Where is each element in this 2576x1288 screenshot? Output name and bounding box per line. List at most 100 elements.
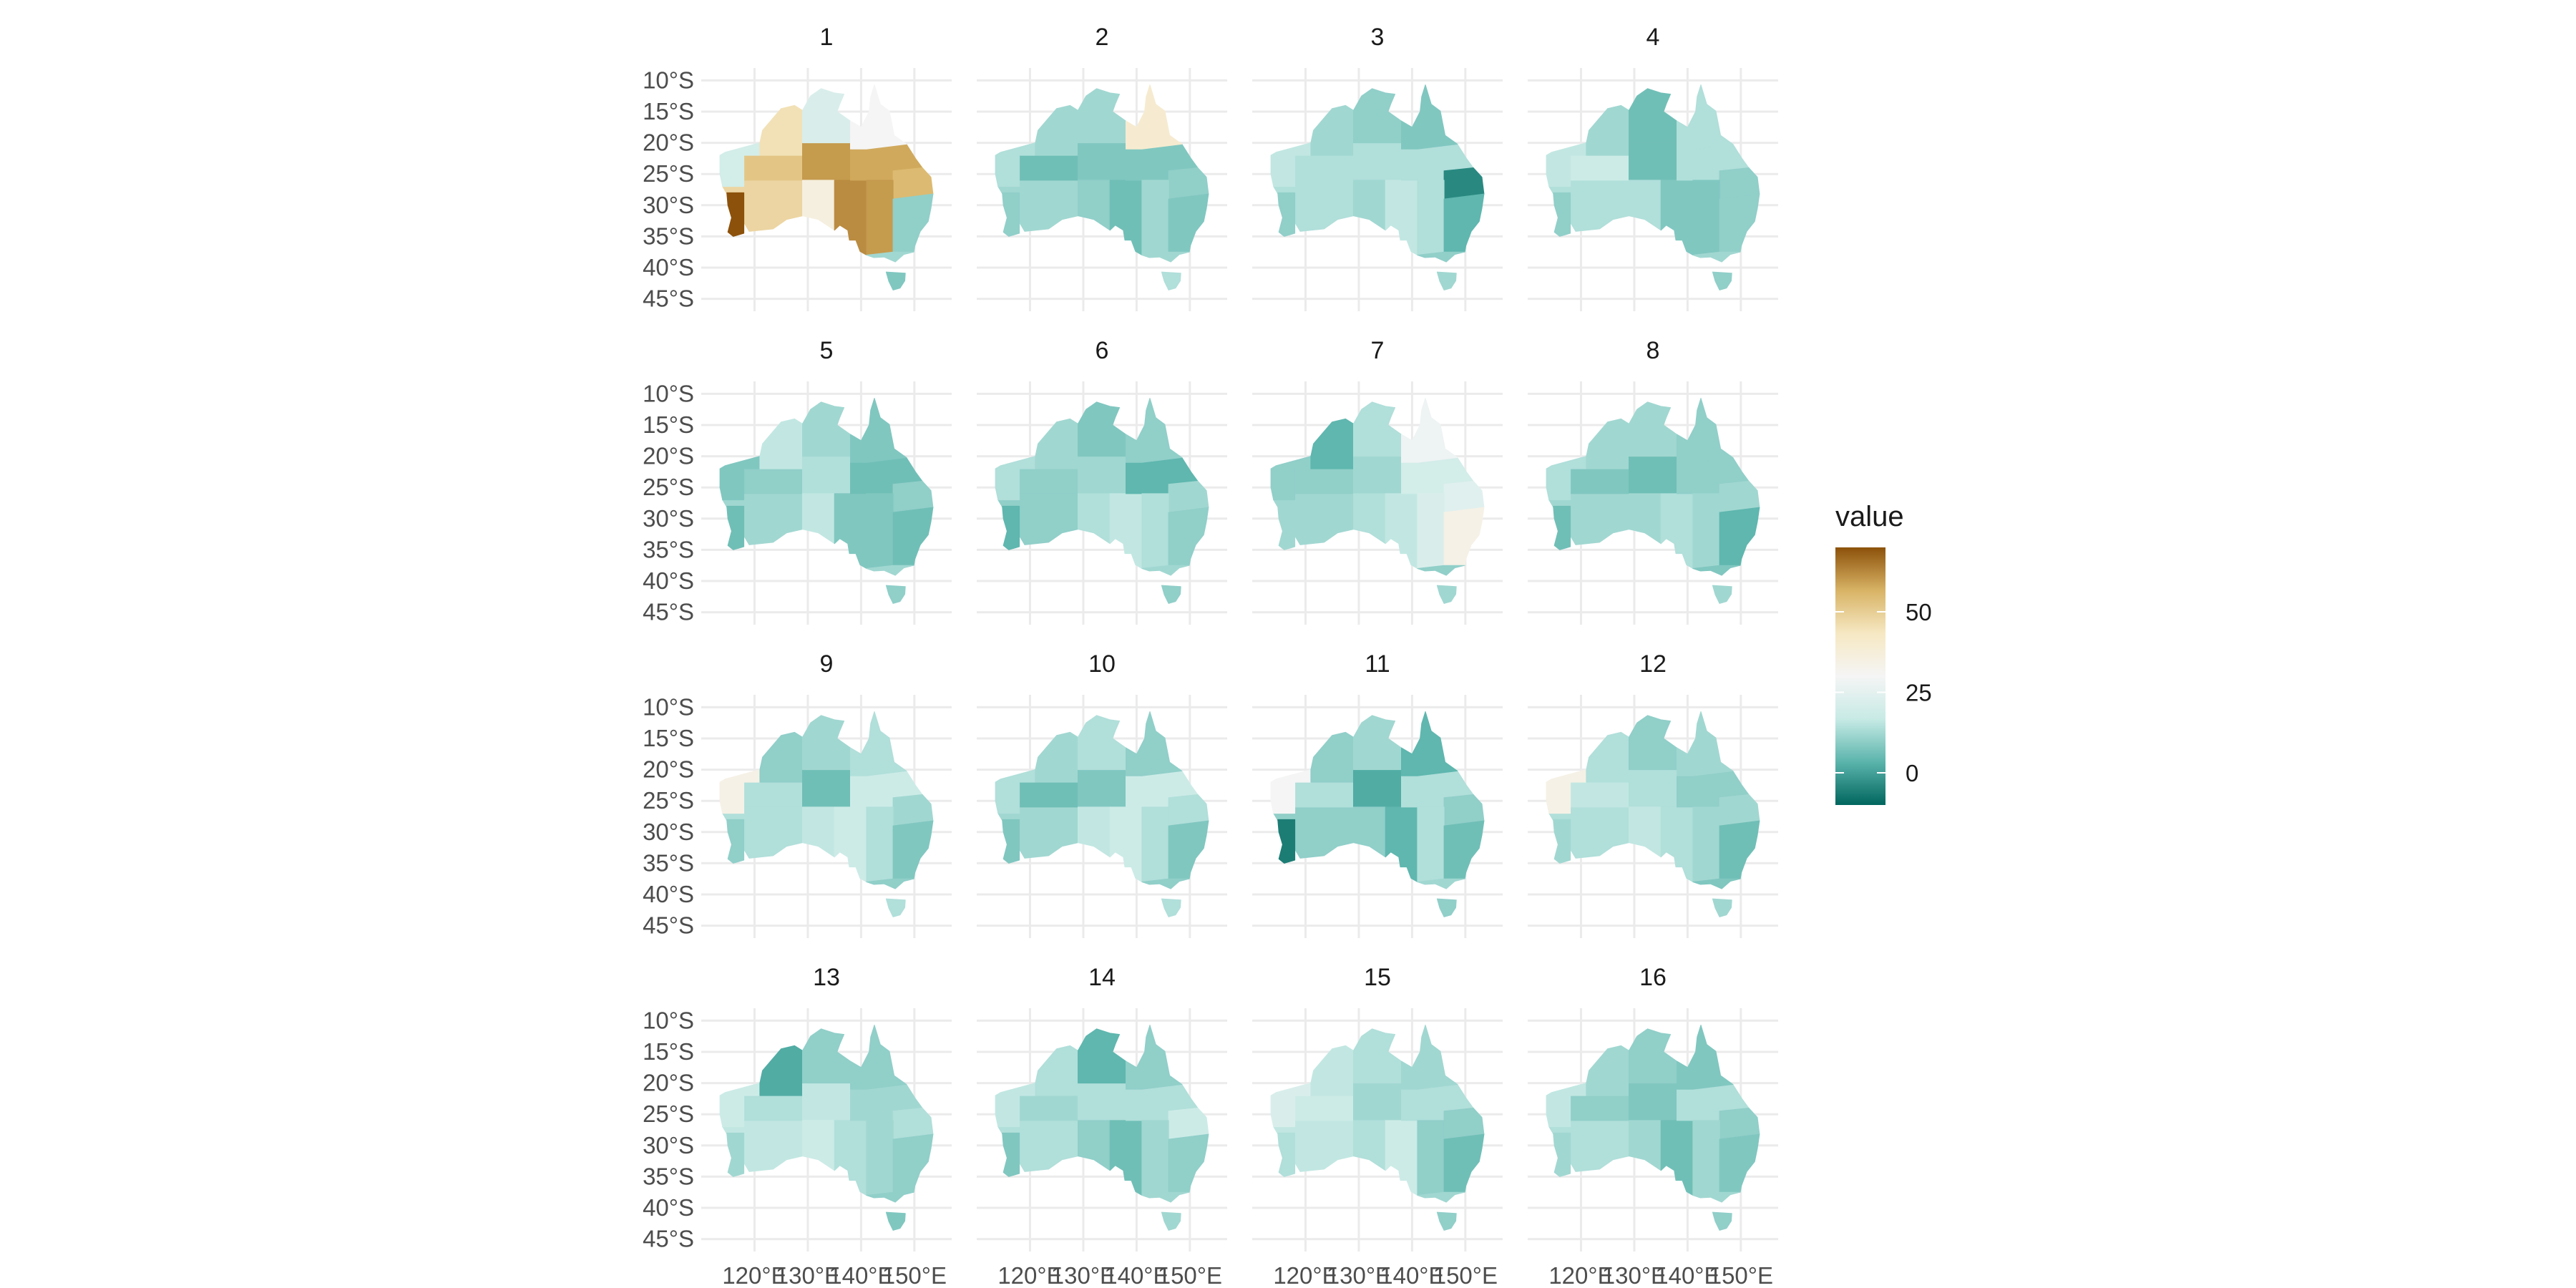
region-tas bbox=[1161, 271, 1181, 291]
region-wa-sw bbox=[1002, 1132, 1020, 1177]
x-tick-label: 120°E bbox=[722, 1262, 786, 1288]
y-tick-label: 45°S bbox=[643, 286, 694, 312]
region-sa-w bbox=[1353, 180, 1386, 231]
region-wa-c bbox=[1294, 468, 1354, 494]
region-tas bbox=[885, 585, 906, 604]
region-wa-c bbox=[1570, 1095, 1629, 1121]
region-wa-c bbox=[1294, 155, 1354, 181]
facet-map bbox=[719, 84, 934, 291]
region-nsw-w bbox=[1417, 180, 1445, 255]
x-tick-label: 130°E bbox=[1327, 1262, 1391, 1288]
region-wa-c bbox=[1570, 468, 1629, 494]
facet-panel: 9 10°S 15°S 20°S 25°S 30°S 35°S 40°S 45°S bbox=[643, 650, 952, 939]
facet-panel: 7 bbox=[1252, 337, 1503, 625]
region-nt-s bbox=[802, 769, 851, 808]
y-tick-label: 40°S bbox=[643, 881, 694, 907]
region-nsw-w bbox=[1141, 493, 1169, 569]
region-nt-s bbox=[1078, 142, 1126, 181]
region-nt-n bbox=[1078, 401, 1126, 457]
region-wa-c bbox=[1294, 1095, 1354, 1121]
y-tick-label: 30°S bbox=[643, 819, 694, 845]
region-wa-w bbox=[995, 1083, 1036, 1128]
y-tick-label: 15°S bbox=[643, 411, 694, 438]
region-sa-w bbox=[1353, 493, 1386, 545]
y-tick-label: 35°S bbox=[643, 223, 694, 249]
region-sa-w bbox=[1629, 493, 1662, 545]
region-wa-c bbox=[1570, 781, 1629, 808]
region-wa-w bbox=[1270, 769, 1312, 814]
facet-panel: 3 bbox=[1252, 24, 1503, 311]
region-nt-s bbox=[1078, 1083, 1126, 1121]
region-nt-s bbox=[1629, 1083, 1677, 1121]
y-tick-label: 35°S bbox=[643, 849, 694, 876]
region-nt-n bbox=[1353, 1028, 1402, 1084]
region-nt-s bbox=[1353, 769, 1402, 808]
y-tick-label: 25°S bbox=[643, 474, 694, 500]
region-wa-w bbox=[1270, 1083, 1312, 1128]
legend-ticks: 0 25 50 bbox=[1835, 599, 1932, 786]
region-wa-c bbox=[1019, 1095, 1078, 1121]
facet-panel: 1310°S15°S20°S25°S30°S35°S40°S45°S120°E1… bbox=[643, 964, 952, 1288]
region-nt-n bbox=[1353, 715, 1402, 771]
region-nt-s bbox=[1078, 769, 1126, 808]
region-wa-c bbox=[1570, 155, 1629, 181]
region-nt-s bbox=[1078, 456, 1126, 494]
x-tick-label: 120°E bbox=[1548, 1262, 1613, 1288]
region-wa-w bbox=[1546, 769, 1587, 814]
region-tas bbox=[1436, 585, 1457, 604]
legend-colorbar bbox=[1835, 547, 1885, 805]
region-sa-w bbox=[802, 806, 835, 858]
x-tick-label: 140°E bbox=[1655, 1262, 1719, 1288]
region-qld-s bbox=[1719, 167, 1760, 200]
region-nsw-w bbox=[1417, 493, 1445, 569]
facet-map bbox=[1270, 1025, 1485, 1231]
y-tick-label: 15°S bbox=[643, 725, 694, 751]
region-tas bbox=[1436, 271, 1457, 291]
region-nt-s bbox=[802, 456, 851, 494]
region-sa-w bbox=[1078, 806, 1111, 858]
y-tick-label: 15°S bbox=[643, 1038, 694, 1065]
facet-label: 9 bbox=[820, 650, 834, 678]
region-qld-n bbox=[1401, 1025, 1458, 1090]
region-qld-n bbox=[1126, 84, 1183, 150]
region-qld-s bbox=[1719, 1108, 1760, 1140]
region-wa-c bbox=[743, 468, 803, 494]
x-tick-label: 150°E bbox=[1709, 1262, 1773, 1288]
region-wa-sw bbox=[1277, 505, 1296, 550]
facet-panel: 6 bbox=[977, 337, 1227, 625]
region-qld-n bbox=[1401, 711, 1458, 776]
facet-map bbox=[1546, 398, 1760, 604]
region-wa-c bbox=[1019, 468, 1078, 494]
region-qld-s bbox=[1168, 167, 1209, 200]
y-tick-label: 40°S bbox=[643, 567, 694, 594]
region-vic bbox=[1417, 565, 1465, 576]
facet-map bbox=[1270, 711, 1485, 917]
facet-label: 6 bbox=[1096, 337, 1109, 364]
region-nsw-w bbox=[1692, 1120, 1720, 1196]
region-nt-s bbox=[1629, 142, 1677, 181]
y-tick-label: 25°S bbox=[643, 1101, 694, 1127]
legend-tick-label: 50 bbox=[1906, 599, 1932, 625]
region-wa-sw bbox=[726, 1132, 745, 1177]
x-tick-label: 140°E bbox=[1380, 1262, 1444, 1288]
region-tas bbox=[1712, 1211, 1732, 1231]
region-qld-s bbox=[1719, 481, 1760, 513]
region-wa-sw bbox=[1002, 505, 1020, 550]
region-qld-s bbox=[1443, 1108, 1485, 1140]
region-qld-n bbox=[1677, 398, 1734, 463]
region-nt-s bbox=[1353, 1083, 1402, 1121]
region-qld-n bbox=[850, 1025, 907, 1090]
region-qld-n bbox=[1401, 84, 1458, 150]
legend-tick-label: 0 bbox=[1906, 760, 1918, 786]
region-nt-n bbox=[1078, 715, 1126, 771]
x-tick-label: 150°E bbox=[882, 1262, 947, 1288]
region-tas bbox=[1712, 585, 1732, 604]
facet-panel: 4 bbox=[1528, 24, 1778, 311]
y-tick-label: 45°S bbox=[643, 912, 694, 939]
facet-label: 14 bbox=[1088, 964, 1116, 991]
region-wa-w bbox=[719, 142, 761, 187]
facet-map bbox=[995, 1025, 1209, 1231]
facet-label: 3 bbox=[1371, 24, 1385, 51]
